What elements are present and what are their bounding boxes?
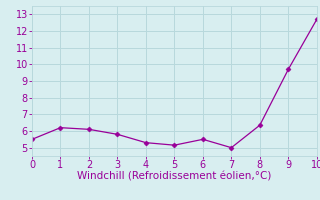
X-axis label: Windchill (Refroidissement éolien,°C): Windchill (Refroidissement éolien,°C): [77, 172, 272, 182]
